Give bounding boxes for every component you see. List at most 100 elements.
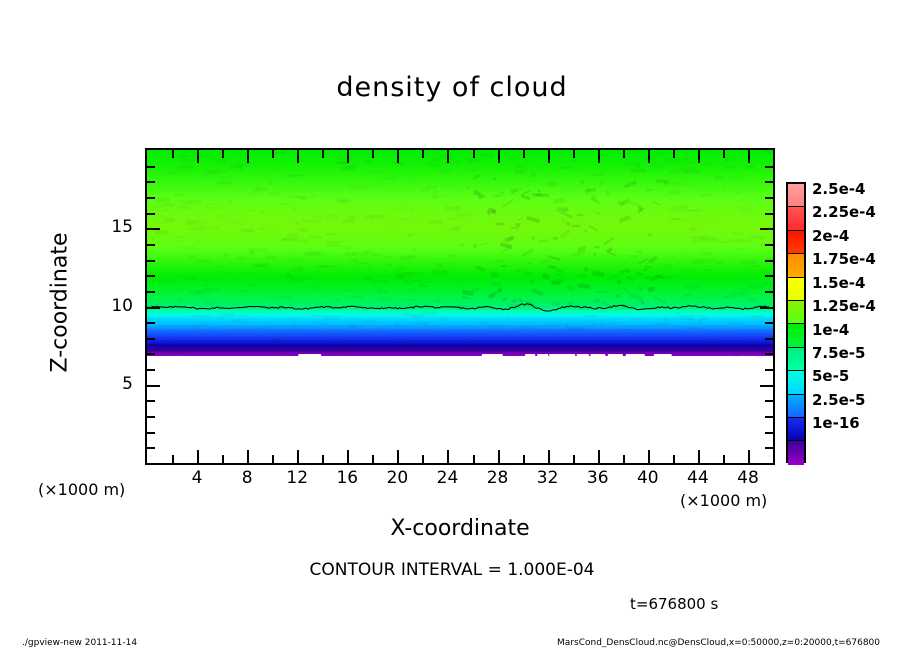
field-slice	[147, 159, 773, 162]
colorbar-label: 1e-16	[812, 414, 860, 433]
x-tick-label: 4	[191, 468, 203, 488]
field-slice	[147, 281, 773, 284]
y-tick-left	[147, 400, 155, 403]
y-tick-left	[147, 416, 155, 419]
y-tick-left	[147, 165, 155, 168]
field-slice	[147, 318, 773, 321]
y-tick-right	[765, 322, 773, 325]
field-slice	[147, 162, 773, 165]
x-tick-bottom	[747, 450, 750, 463]
contour-interval-caption: CONTOUR INTERVAL = 1.000E-04	[309, 560, 595, 580]
y-tick-left	[147, 228, 160, 231]
y-tick-right	[760, 228, 773, 231]
x-tick-bottom	[622, 455, 625, 463]
x-tick-top	[747, 150, 750, 163]
y-tick-left	[147, 259, 155, 262]
colorbar-label: 1.25e-4	[812, 297, 876, 316]
field-slice	[147, 151, 773, 154]
x-tick-top	[722, 150, 725, 158]
x-tick-label: 12	[286, 468, 309, 488]
field-slice	[147, 315, 773, 318]
y-tick-left	[147, 181, 155, 184]
field-slice	[147, 257, 773, 261]
footer-command: ./gpview-new 2011-11-14	[22, 638, 138, 648]
field-slice	[147, 201, 773, 205]
field-slice	[147, 256, 773, 259]
field-slice	[147, 324, 773, 328]
field-slice	[147, 166, 773, 169]
x-tick-label: 8	[241, 468, 253, 488]
field-slice	[147, 275, 773, 279]
field-slice	[147, 259, 773, 262]
field-slice	[147, 165, 773, 168]
field-slice	[147, 211, 773, 214]
field-slice	[147, 229, 773, 232]
y-tick-left	[147, 275, 155, 278]
page-title: density of cloud	[336, 72, 568, 103]
field-slice	[147, 320, 773, 324]
colorbar-label: 2.5e-5	[812, 390, 866, 409]
field-slice	[147, 163, 773, 167]
x-tick-bottom	[547, 450, 550, 463]
y-tick-right	[765, 243, 773, 246]
field-slice	[147, 240, 773, 243]
field-slice	[147, 222, 773, 225]
field-slice	[147, 323, 773, 326]
field-slice	[147, 247, 773, 250]
field-slice	[147, 195, 773, 198]
field-slice	[147, 186, 773, 190]
field-slice	[147, 249, 773, 253]
colorbar-band	[788, 207, 804, 231]
field-slice	[147, 279, 773, 283]
field-slice	[147, 335, 773, 339]
colorbar-label: 1.75e-4	[812, 250, 876, 269]
x-tick-label: 24	[436, 468, 459, 488]
field-slice	[147, 225, 773, 228]
terrain-mask	[147, 354, 773, 463]
y-tick-right	[765, 275, 773, 278]
field-slice	[147, 155, 773, 158]
y-tick-right	[765, 400, 773, 403]
y-tick-right	[765, 181, 773, 184]
field-slice	[147, 286, 773, 290]
field-slice	[147, 245, 773, 249]
y-tick-right	[765, 165, 773, 168]
x-tick-label: 28	[486, 468, 509, 488]
field-slice	[147, 196, 773, 199]
x-tick-top	[397, 150, 400, 163]
field-slice	[147, 288, 773, 291]
y-tick-right	[765, 416, 773, 419]
field-slice	[147, 170, 773, 173]
colorbar-band	[788, 371, 804, 395]
field-slice	[147, 251, 773, 254]
x-tick-bottom	[247, 450, 250, 463]
field-slice	[147, 193, 773, 197]
field-slice	[147, 329, 773, 332]
field-slice	[147, 152, 773, 156]
field-slice	[147, 319, 773, 322]
colorbar-label: 2.5e-4	[812, 180, 866, 198]
field-slice	[147, 188, 773, 191]
field-slice	[147, 185, 773, 188]
field-slice	[147, 293, 773, 296]
field-slice	[147, 353, 773, 356]
field-slice	[147, 192, 773, 195]
x-tick-top	[247, 150, 250, 163]
colorbar-band	[788, 254, 804, 278]
field-slice	[147, 174, 773, 177]
colorbar-band	[788, 184, 804, 208]
x-tick-top	[297, 150, 300, 163]
field-slice	[147, 253, 773, 257]
x-tick-bottom	[472, 455, 475, 463]
field-texture	[148, 150, 773, 358]
x-tick-top	[572, 150, 575, 158]
field-slice	[147, 298, 773, 302]
colorbar-band	[788, 324, 804, 348]
field-slice	[147, 289, 773, 292]
field-slice	[147, 327, 773, 331]
field-slice	[147, 300, 773, 303]
field-slice	[147, 158, 773, 161]
x-tick-top	[547, 150, 550, 163]
field-slice	[147, 178, 773, 182]
y-tick-left	[147, 337, 155, 340]
